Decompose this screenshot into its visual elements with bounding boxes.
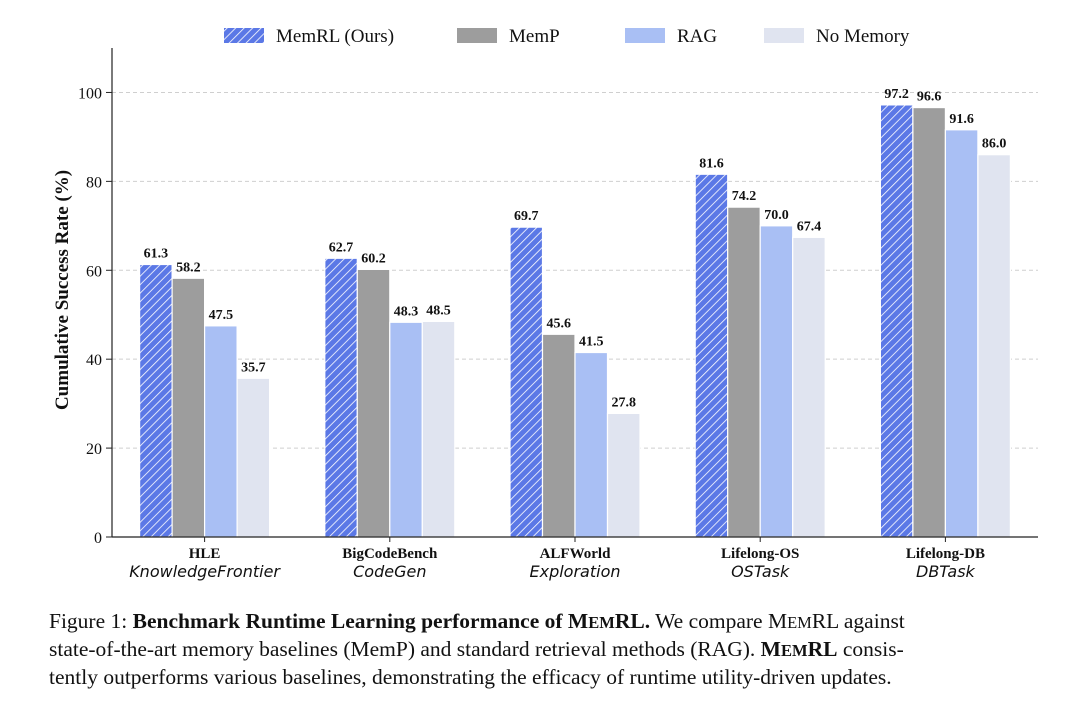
data-label: 91.6 [949,112,974,127]
bar-memp-bigcodebench [356,268,391,538]
legend-swatch [625,28,665,43]
data-label: 47.5 [209,308,234,323]
bar-chart: 61.3 58.2 47.5 35.7 62.7 60.2 48.3 48.5 69.7 45.6… [52,26,1038,581]
y-tick-label: 100 [78,85,102,102]
data-label: 81.6 [699,156,724,171]
legend-label: RAG [677,26,717,47]
data-label: 61.3 [144,246,169,261]
legend-label: MemP [509,26,560,47]
y-tick-label: 80 [86,174,102,191]
bar-rag-hle [204,325,238,538]
data-label: 74.2 [732,189,757,204]
data-label: 97.2 [884,87,909,102]
caption-line-1: Figure 1: Benchmark Runtime Learning per… [49,608,1049,636]
figure-caption: Figure 1: Benchmark Runtime Learning per… [49,608,1049,690]
data-label: 70.0 [764,208,789,223]
bar-memrl-ours--alfworld [509,226,544,538]
x-tick-label: BigCodeBench [342,546,438,562]
legend-item: MemP [457,26,560,47]
data-label: 35.7 [241,360,266,375]
legend-swatch [224,28,264,43]
x-tick-label: Lifelong-DB [906,546,985,562]
y-tick-label: 20 [86,441,102,458]
bar-no-memory-lifelong-os [792,236,826,538]
caption-method-name: MEMRL [760,637,838,661]
x-tick-sublabel: OSTask [731,562,790,581]
legend-label: MemRL (Ours) [276,26,394,47]
bar-memrl-ours--lifelong-db [879,104,914,538]
data-label: 67.4 [797,219,822,234]
y-axis-label: Cumulative Success Rate (%) [52,170,73,410]
bar-rag-lifelong-db [944,129,979,538]
data-label: 69.7 [514,209,539,224]
caption-title: Benchmark Runtime Learning performance o… [132,609,651,633]
legend-label: No Memory [816,26,910,47]
legend: MemRL (Ours) MemP RAG No Memory [224,26,910,47]
bar-no-memory-lifelong-db [977,154,1012,538]
caption-sentence-1: We compare MEMRL against [655,609,905,633]
legend-swatch [457,28,497,43]
bar-memrl-ours--bigcodebench [324,257,358,538]
bar-memp-lifelong-os [727,206,761,538]
bar-memp-hle [171,277,206,538]
bar-memrl-ours--hle [139,263,173,538]
data-label: 96.6 [917,90,942,105]
x-tick-sublabel: Exploration [530,562,621,581]
legend-item: No Memory [764,26,910,47]
legend-item: MemRL (Ours) [224,26,394,47]
x-tick-label: HLE [189,546,221,562]
bar-no-memory-bigcodebench [421,320,456,538]
data-labels: 61.3 58.2 47.5 35.7 62.7 60.2 48.3 48.5 69.7 45.6… [144,87,1007,411]
bar-no-memory-alfworld [606,412,641,538]
data-label: 45.6 [547,316,572,331]
caption-label: Figure 1: [49,609,128,633]
caption-line-3: tently outperforms various baselines, de… [49,665,892,689]
data-label: 27.8 [612,395,637,410]
bar-rag-lifelong-os [759,225,794,538]
bars [139,104,1012,538]
data-label: 60.2 [361,251,386,266]
legend-swatch [764,28,804,43]
data-label: 41.5 [579,335,604,350]
data-label: 48.5 [426,303,451,318]
bar-memrl-ours--lifelong-os [694,173,729,538]
bar-memp-lifelong-db [912,106,947,538]
y-tick-label: 40 [86,352,102,369]
caption-line-2: state-of-the-art memory baselines (MemP)… [49,637,904,661]
x-tick-sublabel: KnowledgeFrontier [129,562,281,581]
x-tick-sublabel: DBTask [916,562,976,581]
bar-no-memory-hle [236,377,271,538]
x-tick-sublabel: CodeGen [353,562,426,581]
data-label: 58.2 [176,260,201,275]
x-tick-label: Lifelong-OS [721,546,799,562]
bar-rag-alfworld [574,351,609,538]
x-tick-label: ALFWorld [540,546,611,562]
data-label: 86.0 [982,137,1007,152]
data-label: 62.7 [329,240,354,255]
data-label: 48.3 [394,304,419,319]
legend-item: RAG [625,26,717,47]
bar-memp-alfworld [541,333,576,538]
bar-rag-bigcodebench [389,321,423,538]
y-tick-label: 60 [86,263,102,280]
y-tick-label: 0 [94,530,102,547]
